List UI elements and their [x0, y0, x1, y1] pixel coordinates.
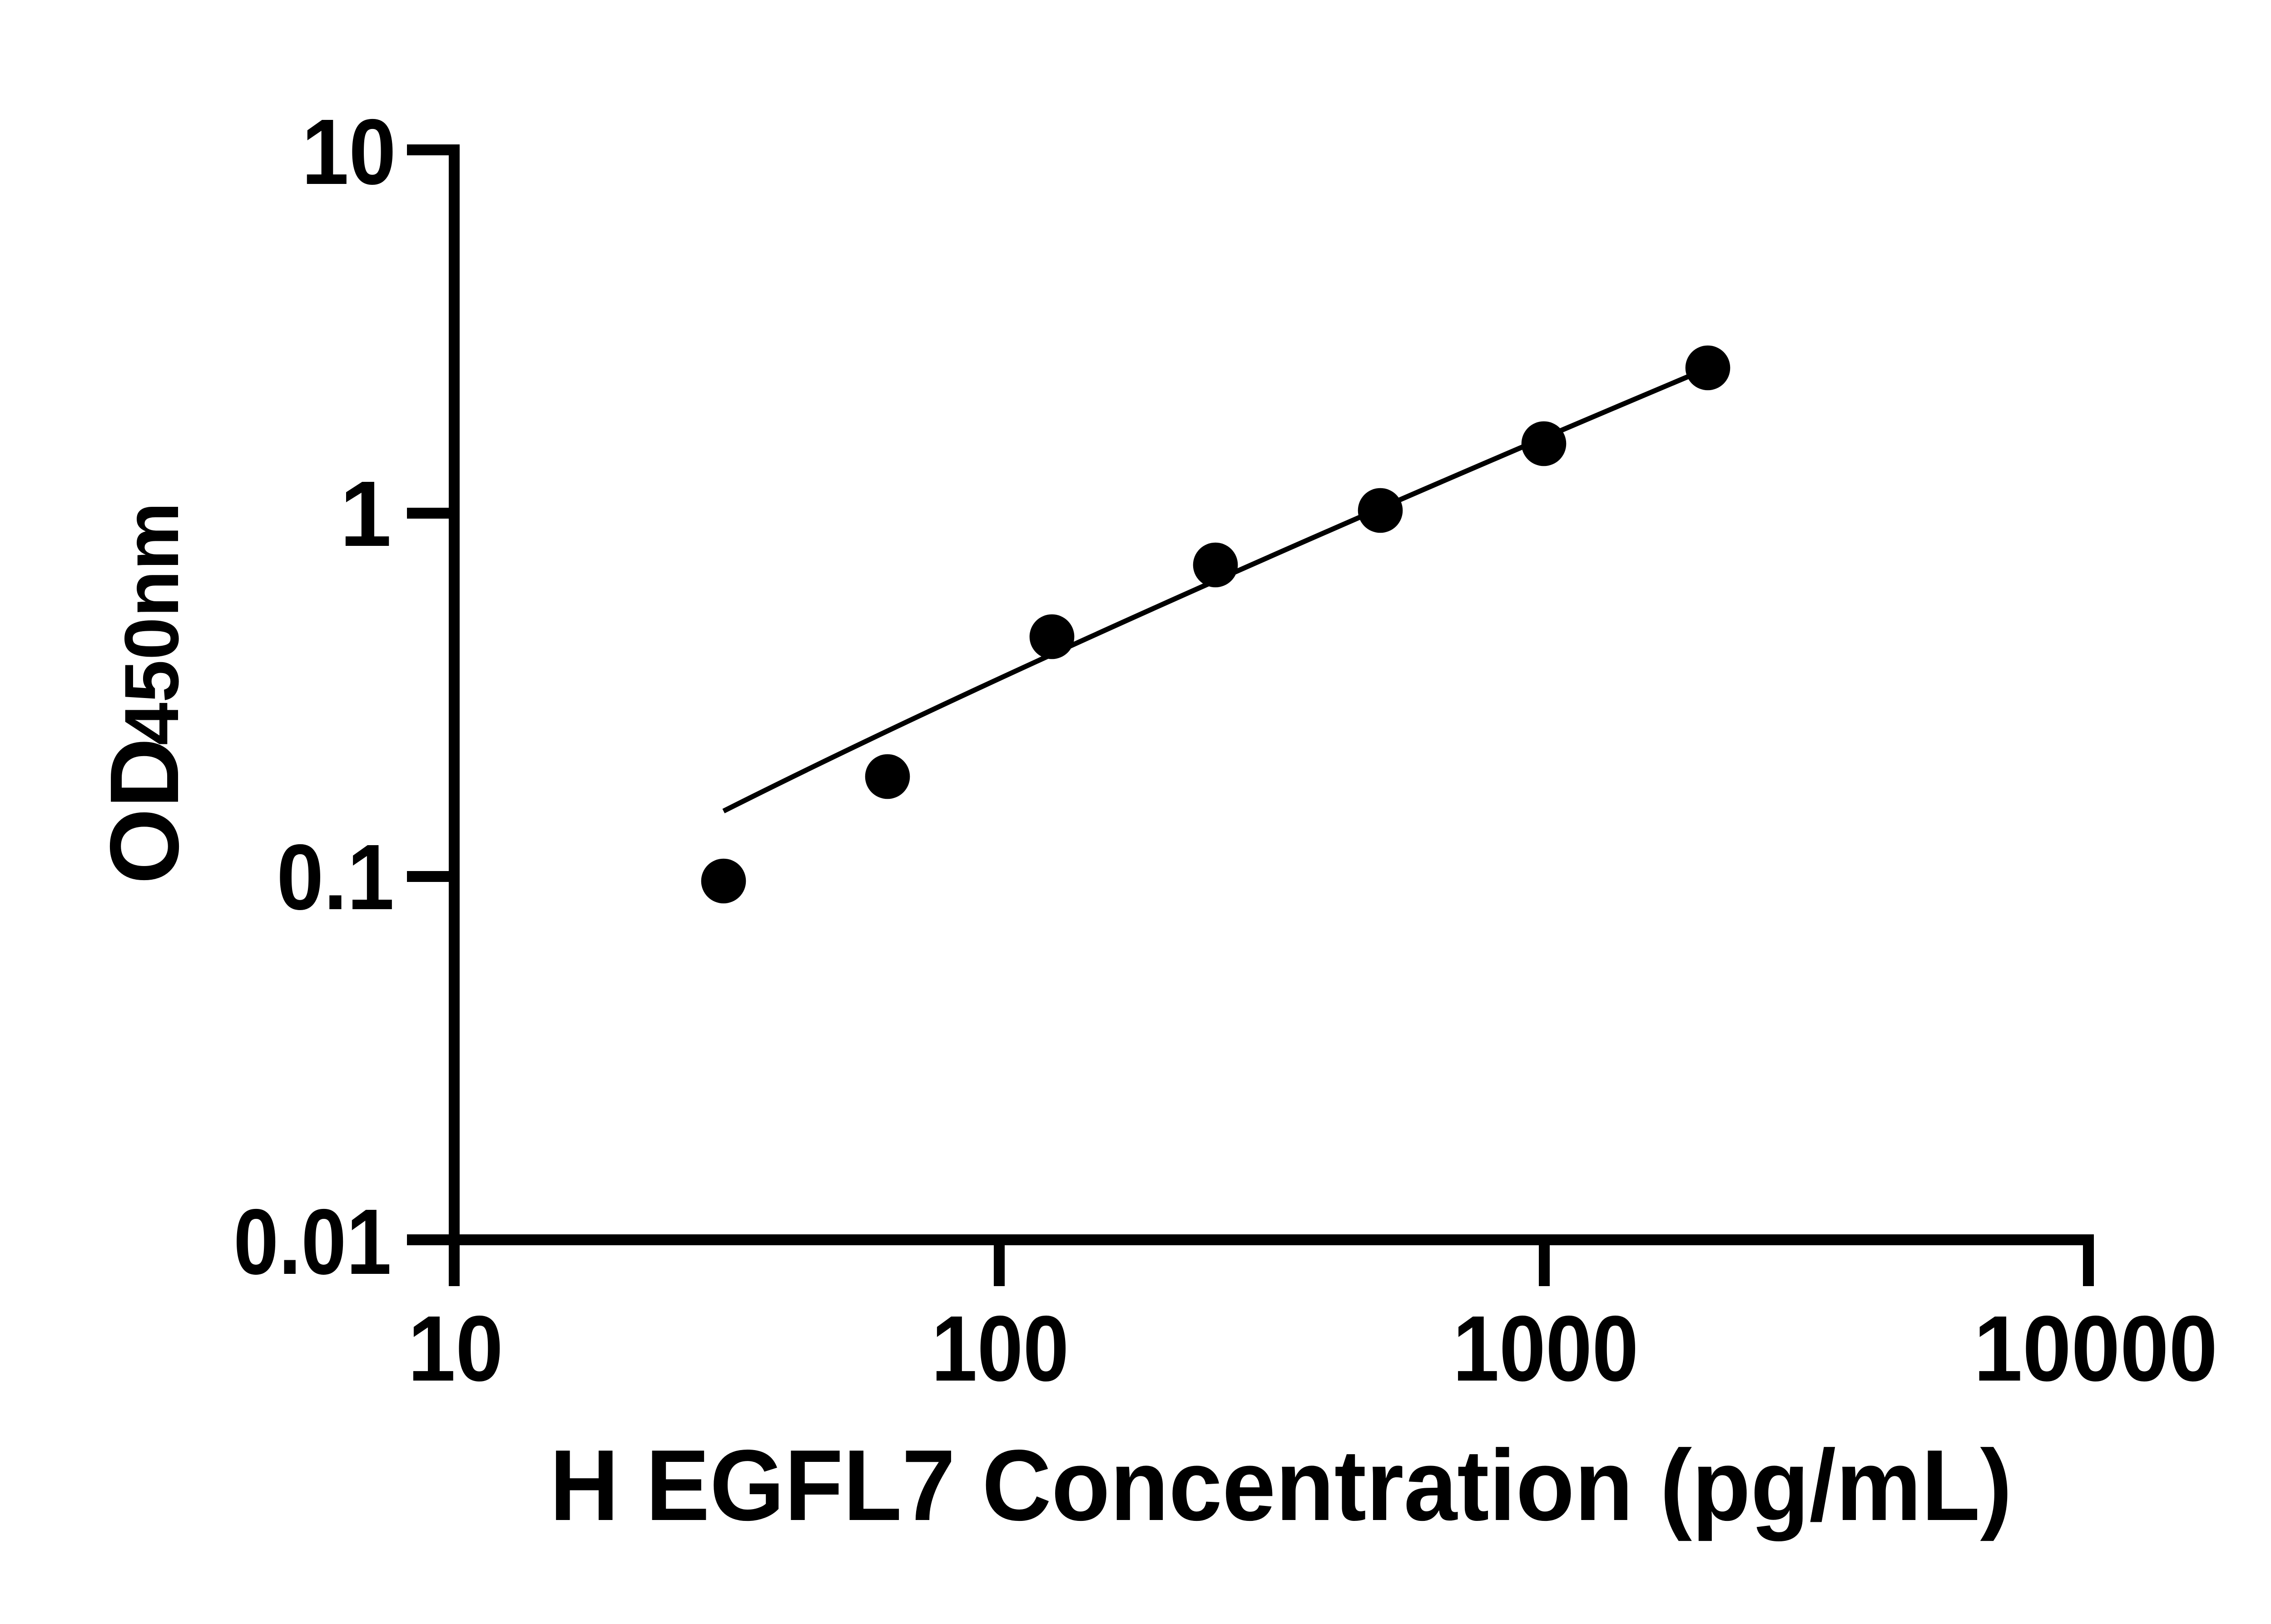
- svg-text:10000: 10000: [1974, 1297, 2218, 1401]
- svg-text:H EGFL7 Concentration (pg/mL): H EGFL7 Concentration (pg/mL): [550, 1429, 2012, 1542]
- svg-text:0.01: 0.01: [233, 1190, 392, 1294]
- svg-text:10: 10: [408, 1297, 503, 1401]
- svg-text:450nm: 450nm: [109, 502, 194, 745]
- svg-text:OD: OD: [89, 738, 199, 885]
- svg-text:10: 10: [302, 100, 396, 204]
- svg-text:100: 100: [932, 1297, 1069, 1401]
- svg-text:1000: 1000: [1453, 1297, 1639, 1401]
- svg-text:0.1: 0.1: [277, 825, 394, 929]
- svg-text:1: 1: [340, 462, 392, 566]
